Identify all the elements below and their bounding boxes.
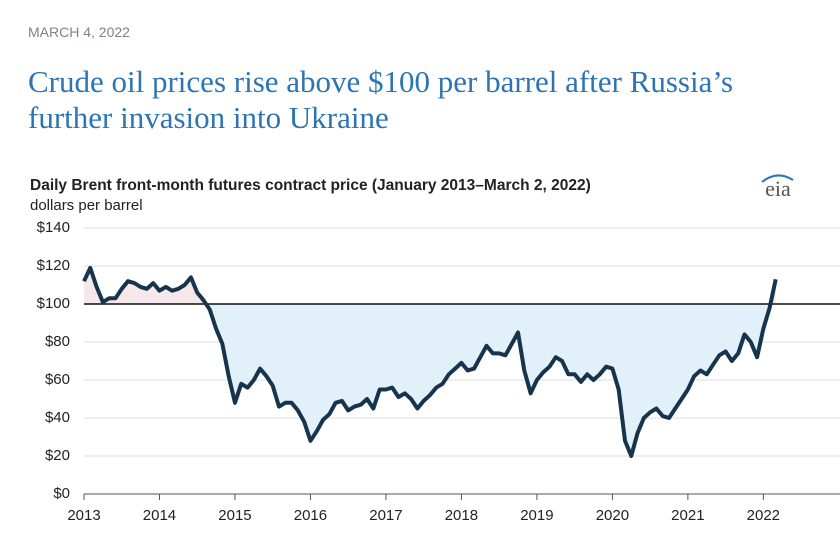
y-tick-label: $80 — [45, 333, 70, 350]
x-tick-label: 2016 — [294, 507, 327, 524]
logo-arc — [761, 174, 794, 183]
x-tick-label: 2013 — [67, 507, 100, 524]
y-tick-label: $100 — [37, 295, 70, 312]
y-tick-label: $20 — [45, 447, 70, 464]
x-tick-label: 2014 — [143, 507, 176, 524]
x-tick-label: 2020 — [596, 507, 629, 524]
logo: eia — [765, 176, 791, 201]
date: MARCH 4, 2022 — [28, 24, 130, 40]
x-tick-label: 2021 — [671, 507, 704, 524]
x-tick-label: 2018 — [445, 507, 478, 524]
y-tick-label: $120 — [37, 257, 70, 274]
headline: Crude oil prices rise above $100 per bar… — [28, 64, 734, 135]
y-tick-label: $0 — [53, 485, 70, 502]
x-tick-label: 2019 — [520, 507, 553, 524]
x-tick-label: 2015 — [218, 507, 251, 524]
y-tick-label: $40 — [45, 409, 70, 426]
chart-title: Daily Brent front-month futures contract… — [30, 177, 591, 194]
x-tick-label: 2017 — [369, 507, 402, 524]
area-below — [84, 304, 776, 456]
chart-subtitle: dollars per barrel — [30, 197, 143, 214]
y-tick-label: $140 — [37, 219, 70, 236]
x-tick-label: 2022 — [747, 507, 780, 524]
y-tick-label: $60 — [45, 371, 70, 388]
area-above — [84, 267, 776, 304]
price-line — [82, 265, 778, 458]
